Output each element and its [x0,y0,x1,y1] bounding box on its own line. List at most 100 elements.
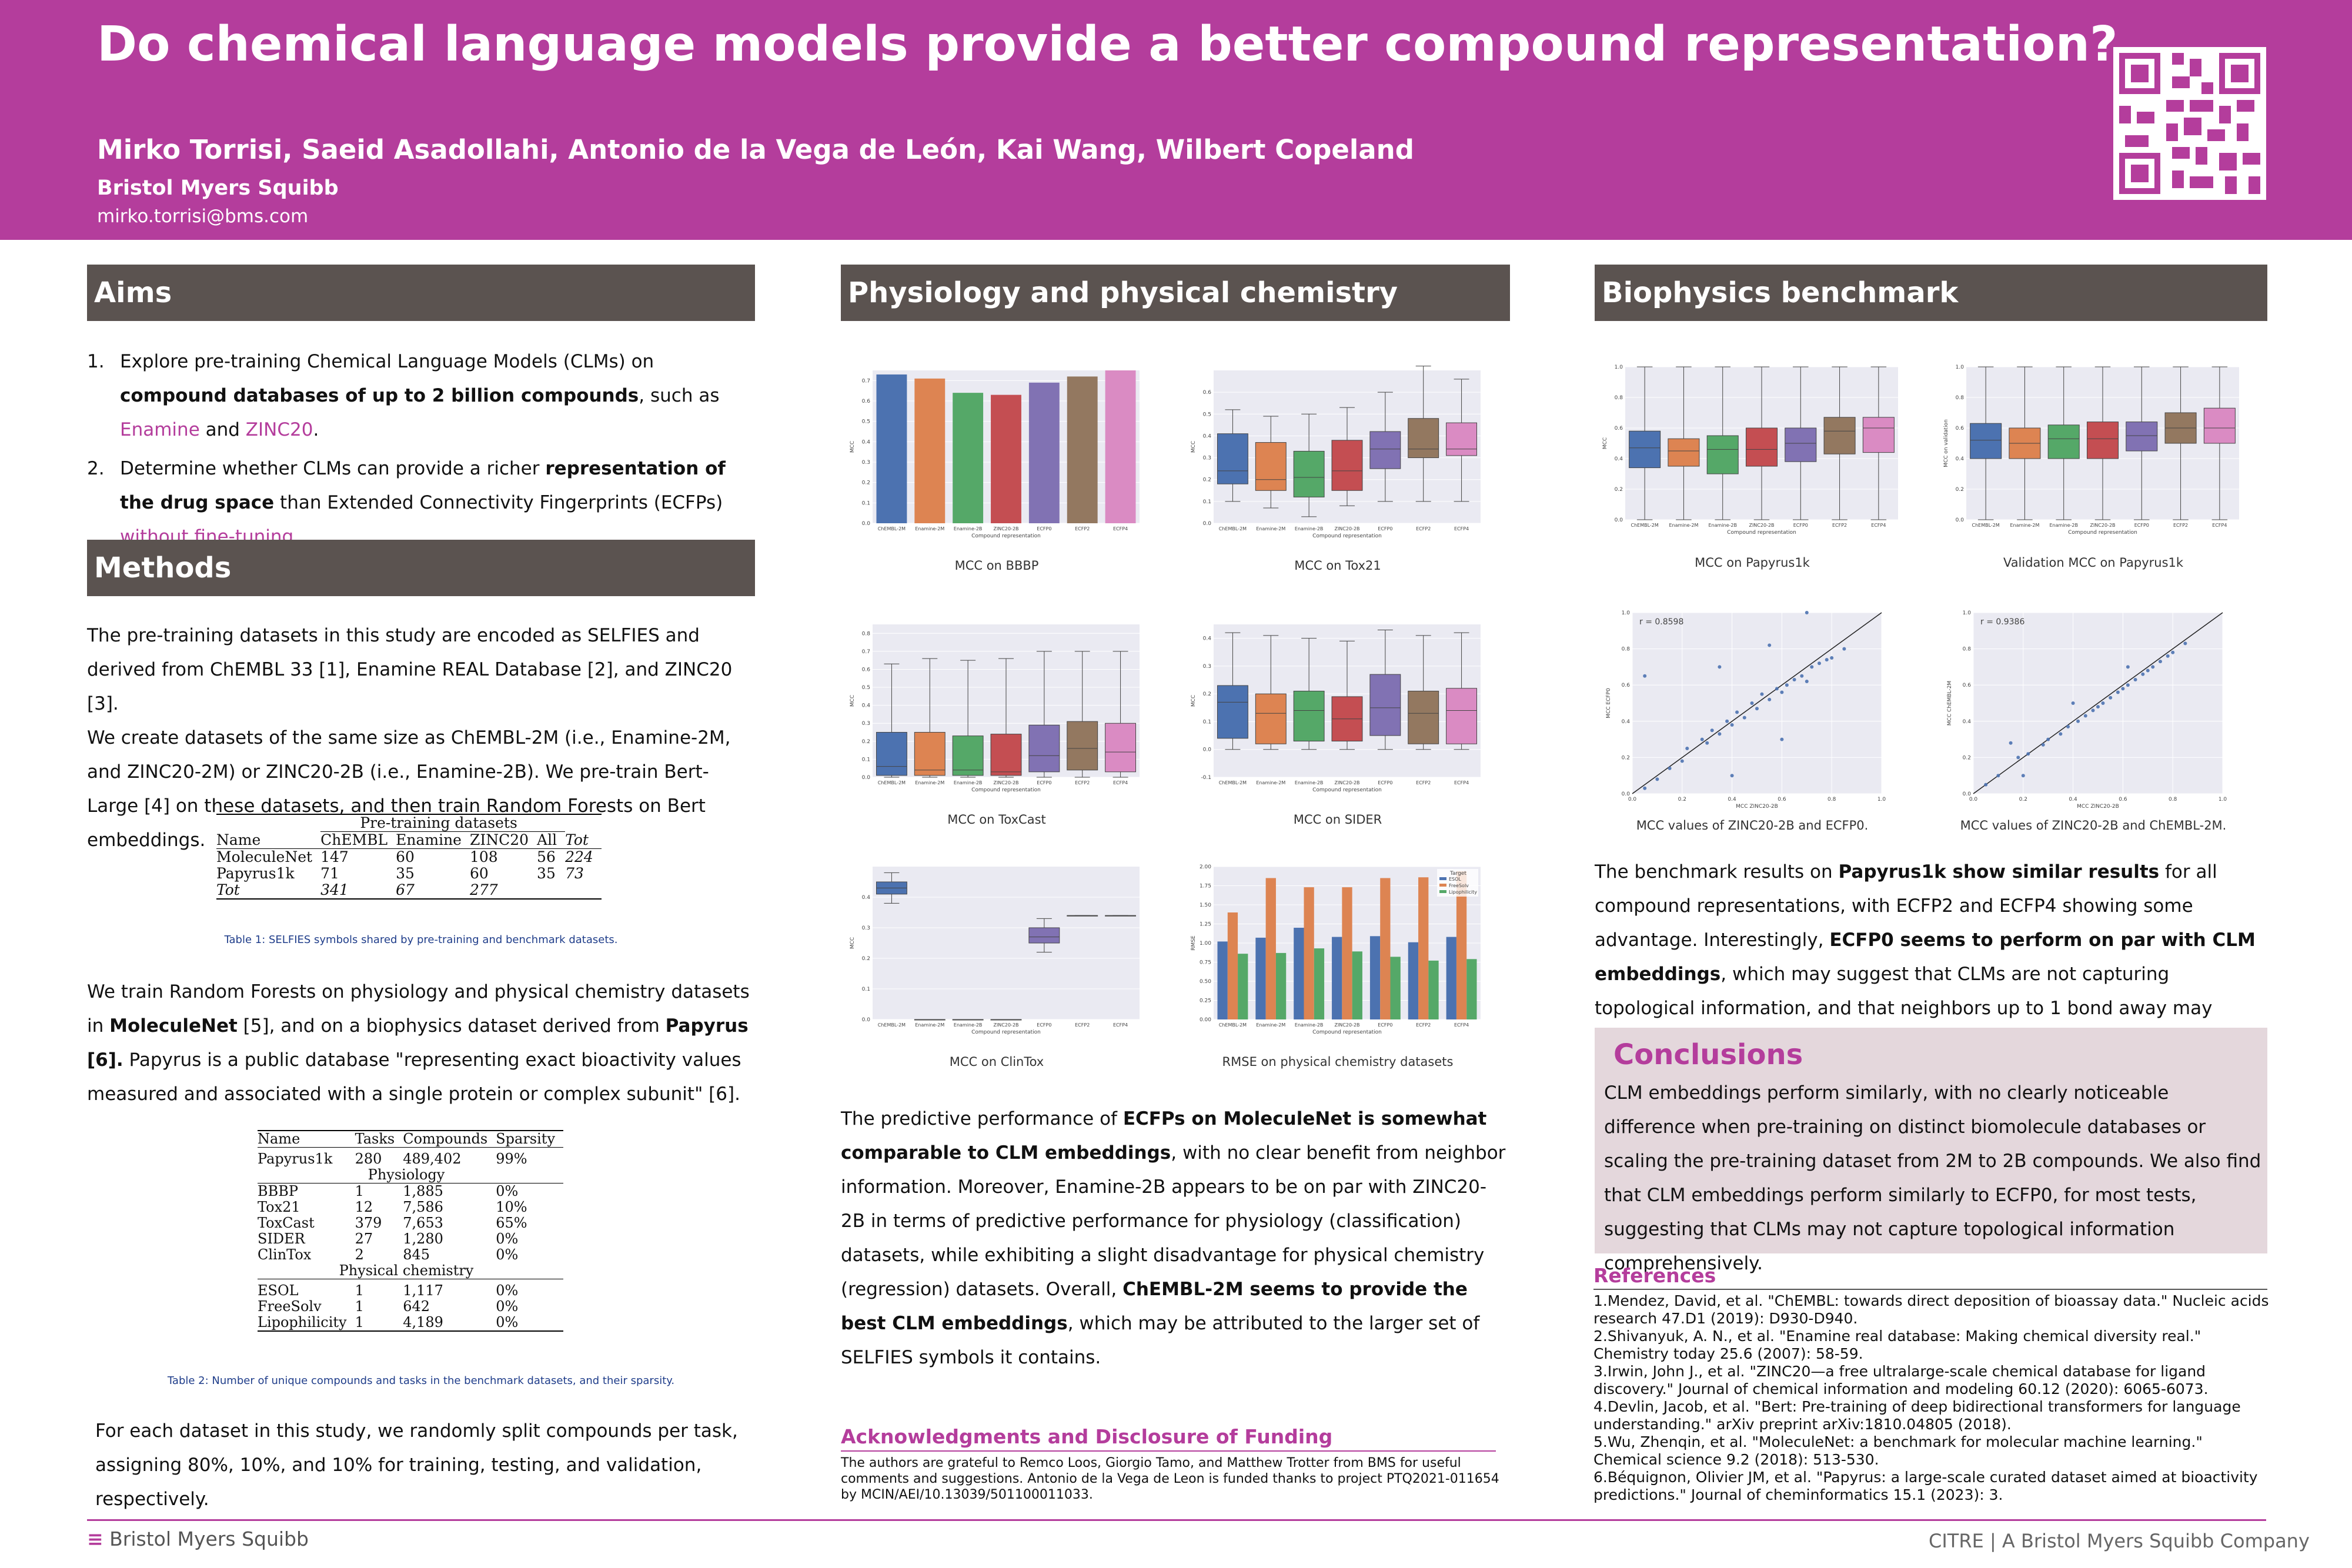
scatter-point [2016,755,2020,760]
scatter-point [1718,665,1722,669]
y-tick-label: 0.2 [1615,487,1623,493]
methods-p4: For each dataset in this study, we rando… [95,1420,738,1510]
y-tick-label: 0.4 [1622,719,1631,725]
table-row: ToxCast 379 7,653 65% [258,1215,563,1231]
methods-heading: Methods [87,540,755,596]
scatter-point [1768,697,1772,701]
y-tick-label: 0.4 [862,439,871,445]
y-axis-label: MCC ECFP0 [1606,688,1612,718]
citre-logo-name: CITRE [1929,1530,1984,1552]
reference-item: 6.Béquignon, Olivier JM, et al. "Papyrus… [1593,1469,2258,1503]
scatter-point [1643,674,1647,678]
chart-bbbp: 0.0 0.1 0.2 0.3 0.4 0.5 0.6 0.7 ChEMBL-2M Enamine… [847,363,1147,557]
table-cell: 0% [496,1246,519,1263]
scatter-point [2116,690,2120,694]
enamine-link[interactable]: Enamine [120,419,200,440]
table-1-header: Enamine [396,831,462,848]
identity-line [1632,612,1882,794]
reference-item: 1.Mendez, David, et al. "ChEMBL: towards… [1593,1292,2269,1327]
email[interactable]: mirko.torrisi@bms.com [97,206,309,227]
aims-item-1: 1. Explore pre-training Chemical Languag… [87,345,755,447]
y-tick-label: 0.0 [1615,517,1623,523]
chart-clintox: 0.0 0.1 0.2 0.3 0.4 ChEMBL-2M Enamine-2M Enamin… [847,860,1147,1054]
y-tick-label: 1.00 [1200,941,1211,947]
table-cell: 60 [469,865,489,882]
scatter-point [1725,719,1729,723]
table-1-header: ZINC20 [469,831,529,848]
legend-entry: Lipophilicity [1449,890,1477,895]
y-tick-label: 0.0 [1203,521,1212,527]
table-1-header: ChEMBL [320,831,388,848]
y-axis-label: RMSE [1191,935,1197,951]
x-tick-label: ECFP2 [2173,523,2188,528]
y-tick-label: 0.6 [862,399,871,404]
bar [876,374,907,523]
table-cell: 10% [496,1199,527,1215]
scatter-point [2166,654,2170,658]
aims-item-2-text-e: . [293,526,300,547]
table-row: MoleculeNet 147 60 108 56 224 [216,849,602,866]
box [1970,423,2002,459]
y-tick-label: 0.0 [862,521,871,527]
box [1629,430,1661,469]
table-cell: Lipophilicity [258,1314,347,1330]
x-tick-label: ECFP0 [1378,1022,1392,1028]
table-cell: 73 [565,865,584,882]
scatter-point [1750,701,1754,705]
scatter-point [1730,723,1734,727]
x-tick-label: ECFP2 [1416,1022,1431,1028]
aims-item-2-text-a: Determine whether CLMs can provide a ric… [120,458,546,479]
y-tick-label: 0.2 [862,480,870,486]
y-tick-label: 0.1 [862,500,870,506]
box [1668,438,1700,467]
zinc20-link[interactable]: ZINC20 [245,419,313,440]
y-tick-label: 0.2 [862,739,870,745]
table-cell: 1 [355,1314,364,1330]
x-tick-label: Enamine-2B [954,1022,983,1028]
x-tick-label: 0.4 [1728,797,1736,803]
table-2-group-physiology: Physiology [258,1167,563,1183]
fig-label-rmse: RMSE on physical chemistry datasets [1222,1055,1454,1069]
table-cell: ClinTox [258,1246,312,1263]
scatter-point [2183,641,2187,646]
bar [1314,948,1325,1019]
bar [914,378,946,523]
y-tick-label: 0.3 [1203,664,1211,670]
bar [953,393,984,523]
bar [1390,957,1401,1019]
table-cell: Papyrus1k [216,865,295,882]
table-cell: 108 [469,848,498,865]
box [1369,674,1401,736]
x-tick-label: Enamine-2M [1256,780,1285,785]
legend-swatch [1439,890,1446,893]
bio-text-a: The benchmark results on [1595,861,1839,882]
scatter-point [2096,705,2100,709]
x-axis-label: MCC ZINC20-2B [1736,804,1778,810]
y-tick-label: 0.5 [1203,412,1211,417]
table-cell: 277 [469,881,498,898]
bar [1418,877,1429,1019]
x-tick-label: ZINC20-2B [1334,1022,1359,1028]
poster-header [0,0,2352,240]
y-tick-label: 0.8 [1615,395,1623,401]
table-cell: 0% [496,1183,519,1199]
bar [1227,912,1238,1019]
bar [1428,960,1439,1019]
conclusions-heading: Conclusions [1613,1038,1803,1071]
ack-divider [841,1450,1496,1452]
table-1-group-header: Pre-training datasets [320,814,566,832]
table-cell: 12 [355,1199,373,1215]
y-tick-label: 2.00 [1200,864,1211,870]
y-tick-label: 0.0 [862,1017,871,1023]
x-tick-label: 0.6 [2119,797,2127,803]
fig-label-papyrus: MCC on Papyrus1k [1695,556,1810,570]
x-tick-label: ECFP0 [2134,523,2149,528]
table-cell: Tot [216,881,240,898]
box [1408,418,1439,459]
table-row: Tot 341 67 277 [216,882,602,899]
qr-code-icon[interactable] [2113,47,2266,200]
correlation-annotation: r = 0.9386 [1980,617,2024,627]
x-axis-label: Compound representation [971,1029,1041,1035]
scatter-point [1780,737,1784,741]
scatter-point [1830,656,1834,660]
